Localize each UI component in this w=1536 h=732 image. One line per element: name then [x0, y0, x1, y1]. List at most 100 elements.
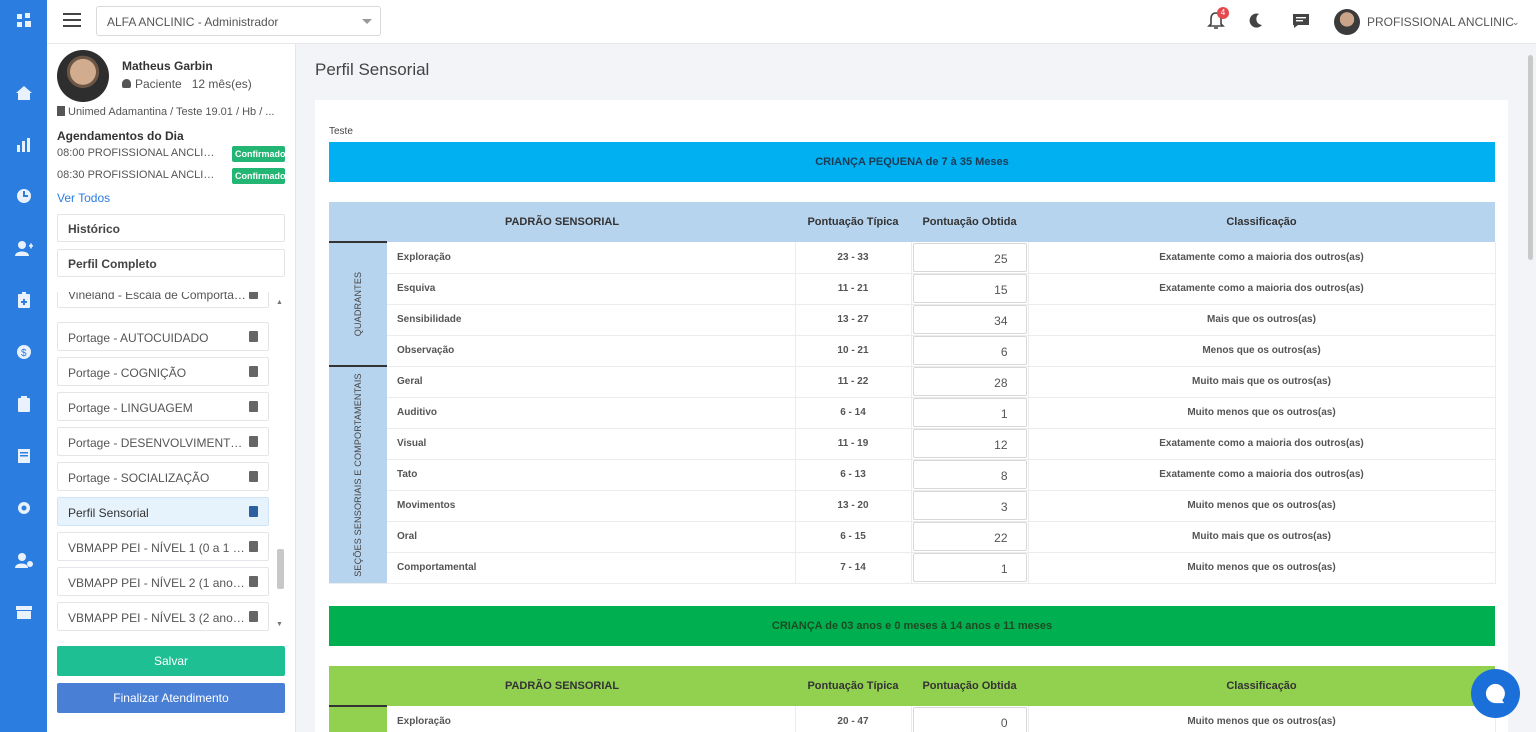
chart-icon[interactable] — [0, 130, 47, 160]
home-icon[interactable] — [0, 78, 47, 108]
column-header: Pontuação Típica — [795, 666, 911, 706]
settings-icon[interactable] — [0, 493, 47, 523]
column-header: Classificação — [1028, 202, 1495, 242]
sensory-pattern-cell: Movimentos — [387, 490, 796, 522]
status-badge: Confirmado — [232, 146, 285, 162]
menu-icon[interactable] — [63, 13, 81, 29]
list-item[interactable]: VBMAPP PEI - NÍVEL 2 (1 ano e 6 meses a … — [57, 567, 269, 596]
form-list-scrollbar[interactable]: ▲ ▼ — [275, 299, 285, 629]
archive-icon[interactable] — [0, 597, 47, 627]
user-icon — [122, 79, 131, 88]
typical-score-cell: 23 - 33 — [795, 242, 912, 274]
clock-icon[interactable] — [0, 181, 47, 211]
table-row: Sensibilidade 13 - 27 34 Mais que os outros… — [329, 304, 1496, 336]
list-item[interactable]: VBMAPP PEI - NÍVEL 3 (2 anos e 6 meses a… — [57, 602, 269, 631]
user-name[interactable]: PROFISSIONAL ANCLINIC — [1367, 15, 1514, 29]
classification-cell: Exatamente como a maioria dos outros(as) — [1028, 428, 1496, 460]
form-label: Portage - DESENVOLVIMENTO MOTOR — [68, 436, 246, 450]
score-input[interactable]: 6 — [912, 336, 1027, 365]
sensory-pattern-cell: Exploração — [387, 706, 796, 732]
obtained-score-cell[interactable]: 34 — [911, 304, 1029, 336]
score-input[interactable]: 12 — [912, 429, 1027, 458]
classification-cell: Exatamente como a maioria dos outros(as) — [1028, 242, 1496, 274]
classification-cell: Menos que os outros(as) — [1028, 335, 1496, 367]
chat-widget-button[interactable] — [1471, 669, 1520, 718]
list-item[interactable]: Vineland - Escala de Comportamento Adapt… — [57, 292, 269, 308]
obtained-score-cell[interactable]: 1 — [911, 552, 1029, 584]
form-label: Portage - LINGUAGEM — [68, 401, 193, 415]
scroll-up-icon[interactable]: ▲ — [276, 299, 283, 306]
column-header: PADRÃO SENSORIAL — [329, 666, 795, 706]
view-all-link[interactable]: Ver Todos — [57, 191, 111, 205]
agenda-item[interactable]: 08:30 PROFISSIONAL ANCLINIC Confirmado — [57, 168, 285, 184]
patient-photo — [57, 50, 109, 102]
finish-appointment-button[interactable]: Finalizar Atendimento — [57, 683, 285, 713]
add-user-icon[interactable] — [0, 233, 47, 263]
obtained-score-cell[interactable]: 28 — [911, 366, 1029, 398]
clipboard-icon — [249, 541, 258, 552]
clipboard-icon — [249, 506, 258, 517]
obtained-score-cell[interactable]: 0 — [911, 706, 1029, 732]
chevron-down-icon — [362, 19, 372, 24]
list-item[interactable]: Portage - LINGUAGEM — [57, 392, 269, 421]
clipboard-icon — [249, 292, 258, 299]
obtained-score-cell[interactable]: 1 — [911, 397, 1029, 429]
obtained-score-cell[interactable]: 6 — [911, 335, 1029, 367]
score-input[interactable]: 8 — [912, 460, 1027, 489]
table-row: Movimentos 13 - 20 3 Muito menos que os out… — [329, 490, 1496, 522]
list-item[interactable]: Portage - DESENVOLVIMENTO MOTOR — [57, 427, 269, 456]
classification-cell: Muito menos que os outros(as) — [1028, 490, 1496, 522]
chat-bubble-icon — [1485, 683, 1505, 704]
agenda-item-text: 08:30 PROFISSIONAL ANCLINIC — [57, 169, 222, 182]
list-item[interactable]: VBMAPP PEI - NÍVEL 1 (0 a 1 ano e 6 mese… — [57, 532, 269, 561]
medical-kit-icon[interactable] — [0, 285, 47, 315]
chevron-down-icon[interactable]: ⌄ — [1512, 17, 1520, 27]
score-input[interactable]: 28 — [912, 367, 1027, 396]
obtained-score-cell[interactable]: 15 — [911, 273, 1029, 305]
table-row: Exploração 20 - 47 0 Muito menos que os out… — [329, 705, 1496, 732]
score-input[interactable]: 1 — [912, 553, 1027, 582]
score-input[interactable]: 34 — [912, 305, 1027, 334]
user-settings-icon[interactable] — [0, 545, 47, 575]
clinic-select[interactable]: ALFA ANCLINIC - Administrador — [96, 6, 381, 36]
score-input[interactable]: 15 — [912, 274, 1027, 303]
column-header: Pontuação Típica — [795, 202, 911, 242]
typical-score-cell: 6 - 15 — [795, 521, 912, 553]
score-input[interactable]: 3 — [912, 491, 1027, 520]
logo-icon[interactable] — [0, 6, 47, 36]
obtained-score-cell[interactable]: 3 — [911, 490, 1029, 522]
score-input[interactable]: 0 — [912, 706, 1027, 732]
avatar[interactable] — [1334, 9, 1360, 35]
score-input[interactable]: 22 — [912, 522, 1027, 551]
clipboard-icon — [249, 436, 258, 447]
clipboard-icon[interactable] — [0, 389, 47, 419]
classification-cell: Muito mais que os outros(as) — [1028, 521, 1496, 553]
report-icon[interactable] — [0, 441, 47, 471]
form-label: VBMAPP PEI - NÍVEL 2 (1 ano e 6 meses a … — [68, 576, 246, 590]
sensory-pattern-cell: Oral — [387, 521, 796, 553]
page-scrollbar[interactable] — [1528, 55, 1533, 260]
obtained-score-cell[interactable]: 25 — [911, 242, 1029, 274]
scrollbar-thumb[interactable] — [277, 549, 284, 589]
moon-icon[interactable] — [1246, 11, 1266, 31]
list-item-active[interactable]: Perfil Sensorial — [57, 497, 269, 526]
left-rail: $ — [0, 0, 47, 732]
patient-panel: Matheus Garbin Paciente 12 mês(es) Unime… — [47, 44, 296, 732]
obtained-score-cell[interactable]: 8 — [911, 459, 1029, 491]
history-button[interactable]: Histórico — [57, 214, 285, 242]
save-button[interactable]: Salvar — [57, 646, 285, 676]
money-icon[interactable]: $ — [0, 337, 47, 367]
list-item[interactable]: Portage - AUTOCUIDADO — [57, 322, 269, 351]
agenda-item[interactable]: 08:00 PROFISSIONAL ANCLINIC Confirmado — [57, 146, 285, 162]
chat-icon[interactable] — [1291, 11, 1311, 31]
list-item[interactable]: Portage - SOCIALIZAÇÃO — [57, 462, 269, 491]
page-title: Perfil Sensorial — [315, 60, 430, 79]
obtained-score-cell[interactable]: 12 — [911, 428, 1029, 460]
full-profile-button[interactable]: Perfil Completo — [57, 249, 285, 277]
scroll-down-icon[interactable]: ▼ — [276, 621, 283, 628]
obtained-score-cell[interactable]: 22 — [911, 521, 1029, 553]
list-item[interactable]: Portage - COGNIÇÃO — [57, 357, 269, 386]
form-label: Portage - COGNIÇÃO — [68, 366, 187, 380]
score-input[interactable]: 25 — [912, 242, 1027, 272]
score-input[interactable]: 1 — [912, 398, 1027, 427]
